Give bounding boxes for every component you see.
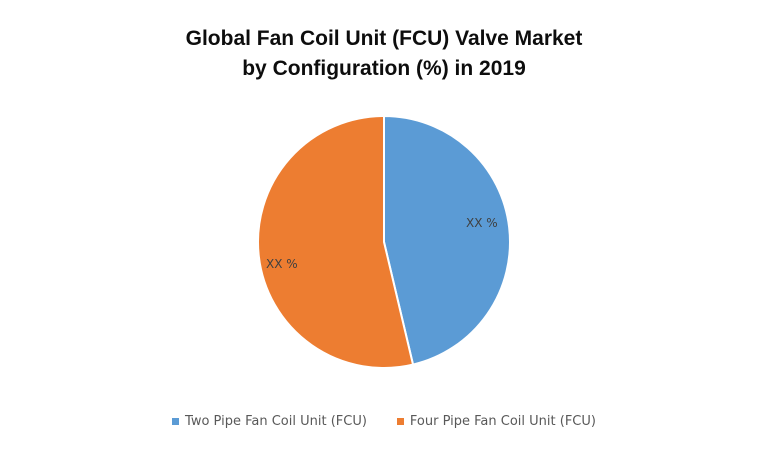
legend-swatch-two-pipe: [172, 418, 180, 425]
legend-swatch-four-pipe: [396, 418, 404, 425]
slice-label-two-pipe: XX %: [466, 216, 498, 230]
legend-item-four-pipe[interactable]: Four Pipe Fan Coil Unit (FCU): [396, 414, 596, 429]
chart-legend: Two Pipe Fan Coil Unit (FCU) Four Pipe F…: [0, 414, 768, 429]
legend-label-four-pipe: Four Pipe Fan Coil Unit (FCU): [409, 414, 596, 429]
chart-title: Global Fan Coil Unit (FCU) Valve Market …: [0, 24, 768, 84]
legend-label-two-pipe: Two Pipe Fan Coil Unit (FCU): [185, 414, 367, 429]
chart-title-line2: by Configuration (%) in 2019: [242, 57, 526, 80]
pie-slice-four-pipe[interactable]: [257, 115, 415, 369]
chart-title-line1: Global Fan Coil Unit (FCU) Valve Market: [185, 27, 583, 50]
legend-item-two-pipe[interactable]: Two Pipe Fan Coil Unit (FCU): [172, 414, 367, 429]
pie-slice-two-pipe[interactable]: [383, 115, 511, 366]
slice-label-four-pipe: XX %: [266, 257, 298, 271]
